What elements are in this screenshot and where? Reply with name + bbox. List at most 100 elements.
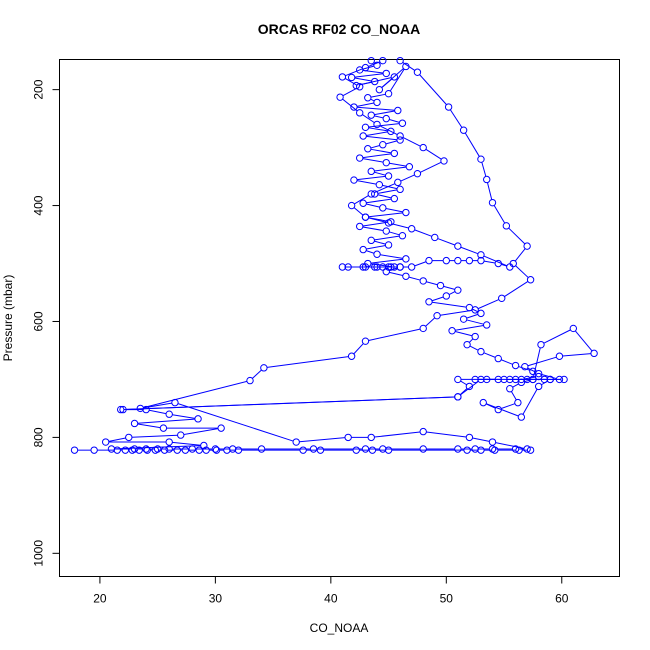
series-segment bbox=[370, 98, 375, 102]
data-point bbox=[371, 77, 379, 86]
data-point bbox=[398, 231, 407, 240]
series-segment bbox=[448, 291, 456, 295]
data-point bbox=[396, 136, 404, 144]
data-point bbox=[356, 109, 364, 117]
data-point bbox=[359, 245, 367, 254]
data-point bbox=[200, 441, 208, 450]
data-point bbox=[384, 89, 393, 98]
data-point bbox=[398, 119, 407, 127]
x-tick-label: 50 bbox=[440, 592, 454, 606]
data-point bbox=[534, 369, 543, 378]
series-segment bbox=[389, 271, 403, 277]
series-segment bbox=[408, 276, 421, 281]
series-segment bbox=[299, 437, 346, 443]
series-segment bbox=[354, 77, 372, 82]
series-segment bbox=[143, 380, 248, 409]
series-segment bbox=[562, 353, 591, 357]
series-segment bbox=[374, 235, 400, 241]
series-segment bbox=[481, 162, 487, 177]
series-segment bbox=[359, 77, 392, 86]
series-segment bbox=[501, 359, 513, 365]
data-point bbox=[173, 446, 181, 454]
data-point bbox=[128, 446, 136, 454]
data-point bbox=[517, 413, 526, 421]
data-point bbox=[506, 385, 514, 393]
series-segment bbox=[493, 205, 506, 224]
data-point bbox=[405, 163, 414, 171]
series-segment bbox=[402, 136, 421, 147]
data-point bbox=[382, 227, 390, 235]
series-segment bbox=[443, 285, 455, 290]
series-segment bbox=[177, 403, 294, 442]
data-point bbox=[367, 236, 375, 245]
data-point bbox=[471, 306, 479, 314]
data-point bbox=[483, 321, 491, 329]
series-segment bbox=[137, 418, 195, 424]
series-segment bbox=[362, 114, 375, 124]
data-point bbox=[442, 256, 451, 265]
data-point bbox=[523, 445, 531, 453]
data-point bbox=[375, 85, 384, 94]
data-point bbox=[419, 445, 427, 453]
series-segment bbox=[440, 309, 473, 316]
series-segment bbox=[469, 345, 479, 351]
series-segment bbox=[514, 248, 526, 262]
data-point bbox=[202, 446, 210, 454]
data-point bbox=[494, 259, 502, 268]
series-segment bbox=[183, 428, 219, 436]
series-segment bbox=[252, 369, 262, 379]
series-segment bbox=[370, 258, 403, 264]
series-segment bbox=[504, 281, 529, 297]
data-point bbox=[356, 83, 364, 91]
series-segment bbox=[123, 396, 455, 410]
data-point bbox=[477, 375, 485, 384]
data-point bbox=[555, 375, 564, 384]
series-segment bbox=[131, 434, 178, 438]
data-point bbox=[379, 56, 387, 65]
data-point bbox=[384, 241, 393, 249]
data-point bbox=[440, 157, 448, 165]
data-point bbox=[70, 446, 79, 454]
data-point bbox=[394, 106, 402, 115]
data-point bbox=[494, 405, 502, 414]
series-segment bbox=[172, 441, 201, 446]
series-segment bbox=[374, 240, 386, 245]
data-point bbox=[359, 199, 367, 207]
data-point bbox=[488, 198, 497, 207]
data-point bbox=[444, 103, 453, 111]
data-point bbox=[338, 263, 347, 271]
data-point bbox=[477, 256, 485, 265]
data-point bbox=[181, 446, 190, 454]
data-point bbox=[448, 327, 456, 335]
series-segment bbox=[380, 254, 403, 259]
data-point bbox=[537, 340, 545, 349]
series-segment bbox=[389, 231, 400, 236]
data-point bbox=[396, 263, 404, 271]
series-segment bbox=[533, 347, 541, 377]
data-point bbox=[396, 132, 404, 140]
series-segment bbox=[353, 207, 364, 216]
data-point bbox=[506, 263, 514, 271]
data-point bbox=[338, 73, 347, 81]
y-tick-label: 800 bbox=[32, 427, 46, 447]
data-point bbox=[309, 445, 318, 453]
data-point bbox=[477, 446, 485, 454]
data-point bbox=[511, 445, 520, 453]
series-segment bbox=[345, 68, 363, 77]
series-segment bbox=[468, 338, 474, 343]
data-point bbox=[260, 364, 268, 372]
series-segment bbox=[368, 212, 403, 218]
data-point bbox=[373, 98, 381, 107]
data-point bbox=[367, 167, 375, 176]
data-point bbox=[407, 263, 416, 271]
data-point bbox=[471, 332, 479, 341]
data-point bbox=[459, 126, 468, 134]
x-tick-label: 20 bbox=[93, 592, 107, 606]
data-point bbox=[217, 424, 225, 432]
data-point bbox=[299, 446, 307, 454]
data-point bbox=[350, 103, 358, 111]
data-point bbox=[364, 94, 372, 102]
data-point bbox=[382, 114, 390, 123]
data-point bbox=[101, 438, 110, 446]
data-point bbox=[419, 427, 427, 436]
